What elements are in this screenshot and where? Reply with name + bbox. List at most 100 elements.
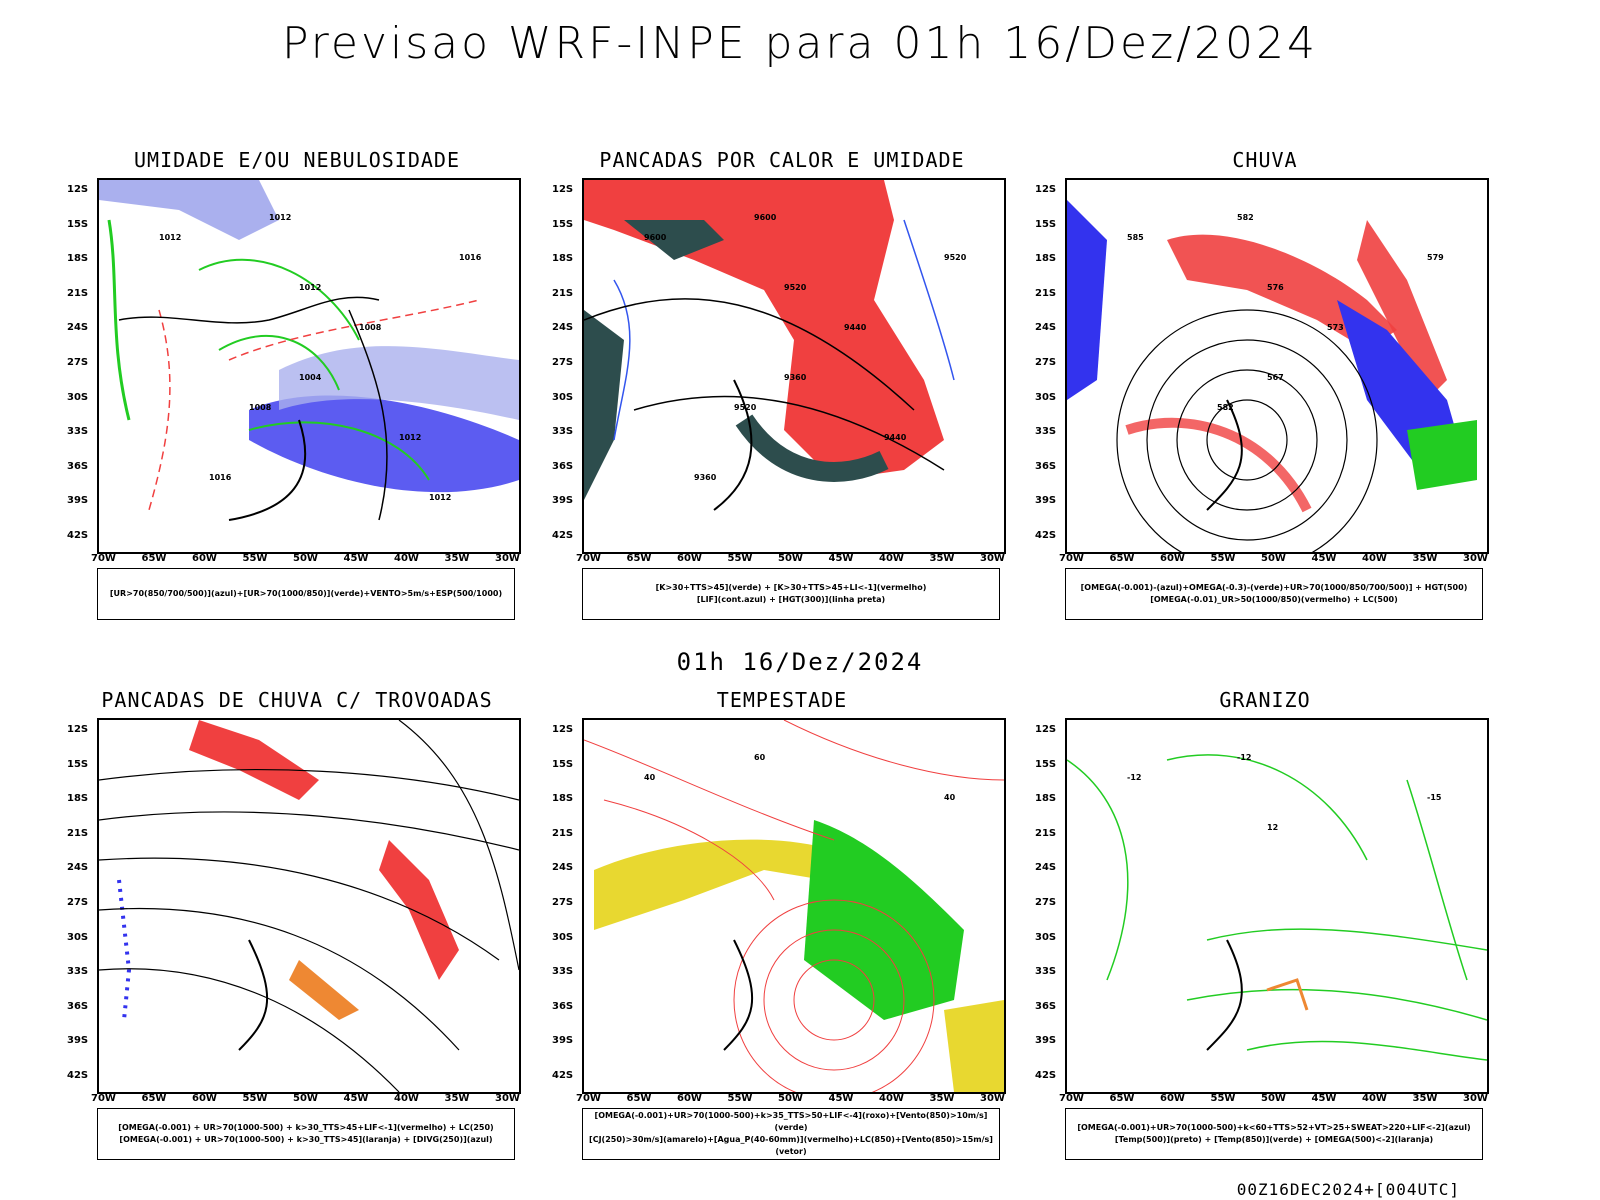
lat-tick-label: 27S <box>552 897 574 908</box>
contour-label: 12 <box>1267 823 1278 832</box>
lon-tick-label: 40W <box>1362 553 1387 564</box>
contour-label: 573 <box>1327 323 1344 332</box>
lon-tick-label: 65W <box>141 553 167 564</box>
lon-tick-label: 35W <box>444 553 470 564</box>
map-trovoadas <box>97 718 521 1094</box>
lat-tick-label: 18S <box>67 793 89 805</box>
lat-tick-label: 30S <box>552 931 574 943</box>
lat-tick-label: 12S <box>552 724 574 735</box>
contour-label: 1008 <box>249 403 272 412</box>
lon-tick-label: 40W <box>879 553 904 564</box>
contour-label: 579 <box>1427 253 1444 262</box>
map-granizo-svg: -12 -12 -15 12 <box>1067 753 1487 1061</box>
lat-tick-label: 33S <box>67 966 89 978</box>
lon-tick-label: 70W <box>91 1093 116 1104</box>
lon-tick-label: 55W <box>727 1093 753 1104</box>
legend-umidade: [UR>70(850/700/500)](azul)+[UR>70(1000/8… <box>97 568 515 620</box>
lon-tick-label: 65W <box>141 1093 167 1104</box>
lon-tick-label: 45W <box>828 553 854 564</box>
lat-tick-label: 39S <box>67 1035 89 1047</box>
lon-tick-label: 70W <box>576 553 601 564</box>
contour-label: 9520 <box>784 283 807 292</box>
lat-tick-label: 24S <box>552 862 574 874</box>
panel-title: PANCADAS POR CALOR E UMIDADE <box>599 148 965 172</box>
lon-tick-label: 60W <box>192 1093 217 1104</box>
lat-tick-label: 36S <box>552 460 574 472</box>
lat-tick-label: 24S <box>67 862 89 874</box>
map-chuva: 585 582 579 576 573 567 582 <box>1065 178 1489 554</box>
lat-tick-label: 15S <box>1035 218 1057 230</box>
lat-tick-label: 39S <box>1035 1035 1057 1047</box>
contour-label: 1012 <box>299 283 321 292</box>
legend-line: [OMEGA(-0.001) + UR>70(1000-500) + k>30_… <box>118 1123 494 1132</box>
lat-tick-label: 18S <box>552 253 574 265</box>
lat-tick-label: 39S <box>552 495 574 507</box>
lon-tick-label: 70W <box>1059 1093 1084 1104</box>
lon-tick-label: 70W <box>1059 553 1084 564</box>
contour-label: 582 <box>1237 213 1254 222</box>
page-title: Previsao WRF-INPE para 01h 16/Dez/2024 <box>282 18 1318 69</box>
lon-tick-label: 30W <box>980 1093 1005 1104</box>
lat-tick-label: 12S <box>67 184 89 195</box>
lat-tick-label: 12S <box>1035 724 1057 735</box>
contour-label: 582 <box>1217 403 1234 412</box>
lon-tick-label: 70W <box>91 553 116 564</box>
lon-tick-label: 65W <box>1109 1093 1135 1104</box>
panel-title: UMIDADE E/OU NEBULOSIDADE <box>133 148 461 172</box>
lon-tick-label: 50W <box>1261 553 1286 564</box>
lat-tick-label: 15S <box>552 758 574 770</box>
legend-chuva: [OMEGA(-0.001)-(azul)+OMEGA(-0.3)-(verde… <box>1065 568 1483 620</box>
lon-tick-label: 40W <box>1362 1093 1387 1104</box>
lon-tick-label: 60W <box>1160 553 1185 564</box>
lat-tick-label: 18S <box>1035 253 1057 265</box>
lon-tick-label: 55W <box>1210 553 1236 564</box>
contour-label: -15 <box>1427 793 1442 802</box>
legend-line: [OMEGA(-0.001)+UR>70(1000-500)+k>35_TTS>… <box>594 1111 988 1132</box>
contour-label: 60 <box>754 753 766 762</box>
legend-line: [UR>70(850/700/500)](azul)+[UR>70(1000/8… <box>109 589 503 598</box>
lat-tick-label: 36S <box>67 1000 89 1012</box>
map-umidade-svg: 1012 1012 1016 1012 1008 1004 1008 1012 1016 1012 <box>99 180 519 521</box>
lon-tick-label: 55W <box>1210 1093 1236 1104</box>
lon-tick-label: 55W <box>242 553 268 564</box>
contour-label: 1012 <box>269 213 291 222</box>
lon-tick-label: 30W <box>495 553 520 564</box>
contour-label: 9360 <box>694 473 717 482</box>
lon-tick-label: 35W <box>444 1093 470 1104</box>
panel-umidade: UMIDADE E/OU NEBULOSIDADE 1012 1012 1016 10… <box>57 148 537 628</box>
lon-tick-label: 40W <box>879 1093 904 1104</box>
lat-tick-label: 30S <box>67 931 89 943</box>
lon-tick-label: 65W <box>626 553 652 564</box>
contour-label: 40 <box>944 793 956 802</box>
map-pancadas-calor: 9600 9600 9520 9520 9440 9360 9520 9440 9360 <box>582 178 1006 554</box>
legend-pancadas-calor: [K>30+TTS>45](verde) + [K>30+TTS>45+LI<-… <box>582 568 1000 620</box>
lon-tick-label: 50W <box>778 1093 803 1104</box>
lat-tick-label: 33S <box>552 426 574 438</box>
panel-trovoadas: PANCADAS DE CHUVA C/ TROVOADAS [OMEGA(-0… <box>57 688 537 1168</box>
lat-tick-label: 30S <box>552 391 574 403</box>
lat-tick-label: 33S <box>1035 966 1057 978</box>
lat-tick-label: 39S <box>67 495 89 507</box>
lon-tick-label: 45W <box>343 1093 369 1104</box>
lat-tick-label: 15S <box>67 758 89 770</box>
contour-label: 1016 <box>209 473 232 482</box>
legend-line: [Temp(500)](preto) + [Temp(850)](verde) … <box>1114 1135 1434 1144</box>
lon-tick-label: 55W <box>727 553 753 564</box>
legend-line: [OMEGA(-0.001)-(azul)+OMEGA(-0.3)-(verde… <box>1080 583 1468 592</box>
lat-tick-label: 27S <box>67 897 89 908</box>
lon-tick-label: 45W <box>1311 553 1337 564</box>
lon-tick-label: 40W <box>394 553 419 564</box>
lon-tick-label: 30W <box>1463 553 1488 564</box>
lat-tick-label: 39S <box>1035 495 1057 507</box>
lat-tick-label: 30S <box>1035 391 1057 403</box>
lat-tick-label: 27S <box>1035 357 1057 368</box>
lat-tick-label: 27S <box>1035 897 1057 908</box>
lon-tick-label: 35W <box>929 1093 955 1104</box>
lon-tick-label: 50W <box>778 553 803 564</box>
lat-tick-label: 36S <box>552 1000 574 1012</box>
legend-line: [LIF](cont.azul) + [HGT(300)](linha pret… <box>696 595 886 604</box>
lat-tick-label: 21S <box>67 287 89 299</box>
map-tempestade: 40 60 40 <box>582 718 1006 1094</box>
lat-tick-label: 36S <box>1035 1000 1057 1012</box>
contour-label: 9520 <box>734 403 757 412</box>
